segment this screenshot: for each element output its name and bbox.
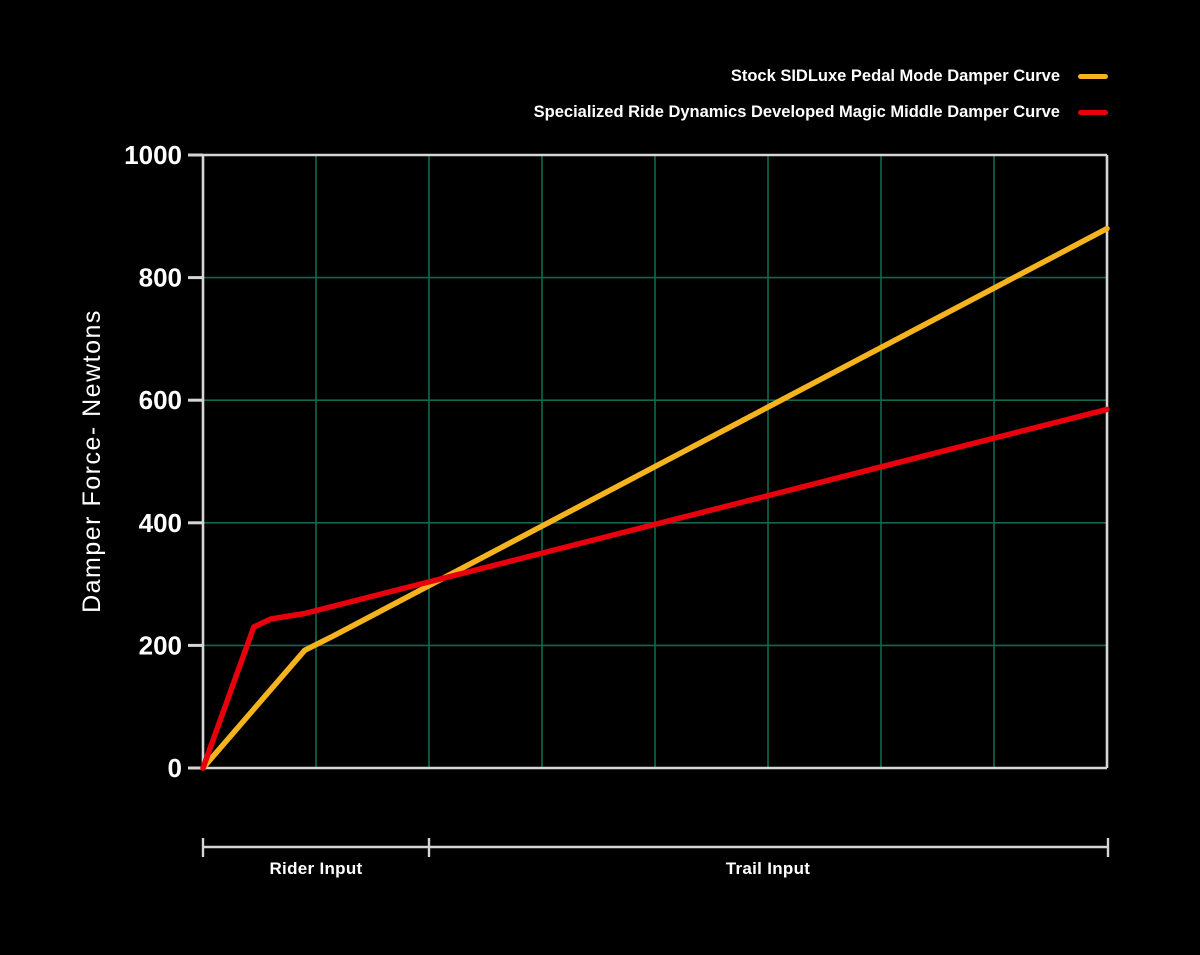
y-tick-label: 200 [139, 630, 182, 660]
legend: Stock SIDLuxe Pedal Mode Damper Curve Sp… [534, 66, 1108, 122]
legend-swatch-magic-middle [1078, 109, 1108, 115]
legend-label-stock: Stock SIDLuxe Pedal Mode Damper Curve [730, 67, 1060, 85]
legend-swatch-stock [1078, 73, 1108, 79]
curve-stock-sidluxe [200, 225, 1110, 771]
y-tick-label: 600 [139, 385, 182, 415]
y-tick-label: 1000 [124, 140, 182, 170]
x-region-label: Trail Input [726, 859, 811, 878]
y-tick-label: 800 [139, 263, 182, 293]
y-tick-label: 400 [139, 508, 182, 538]
legend-item-magic-middle: Specialized Ride Dynamics Developed Magi… [534, 102, 1108, 122]
x-region-label: Rider Input [269, 859, 362, 878]
curve-magic-middle [200, 406, 1110, 771]
legend-label-magic-middle: Specialized Ride Dynamics Developed Magi… [533, 103, 1060, 121]
y-axis-title: Damper Force- Newtons [78, 309, 106, 613]
legend-item-stock: Stock SIDLuxe Pedal Mode Damper Curve [731, 66, 1108, 86]
y-tick-label: 0 [168, 753, 182, 783]
